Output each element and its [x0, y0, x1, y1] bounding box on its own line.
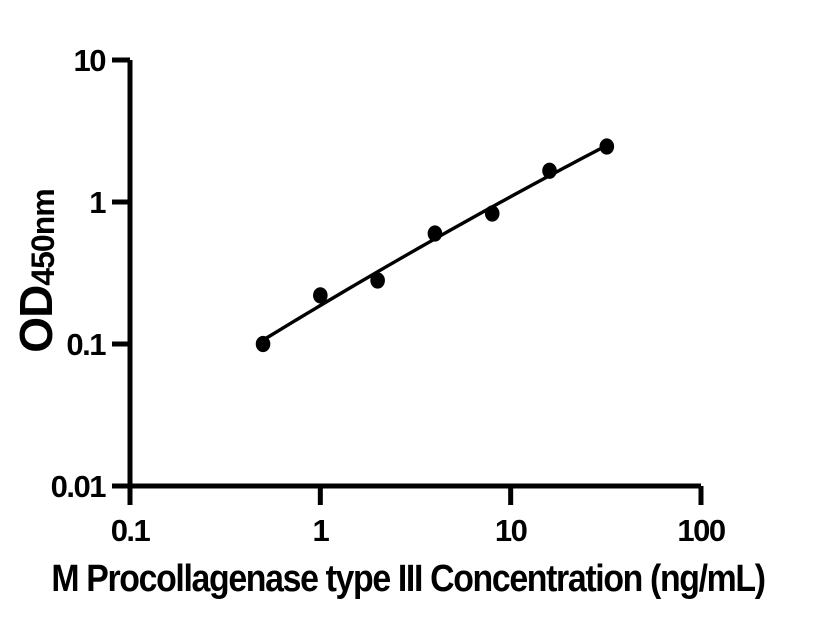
x-tick-label: 100 — [677, 513, 724, 548]
data-point — [484, 205, 500, 222]
x-tick-label: 1 — [312, 513, 329, 548]
y-tick-label: 1 — [89, 185, 106, 220]
y-tick-label: 0.01 — [51, 469, 107, 504]
x-tick-label: 10 — [495, 513, 527, 548]
y-tick-label: 0.1 — [66, 327, 106, 362]
data-point — [313, 287, 328, 304]
data-point — [542, 162, 557, 179]
y-axis-title: OD450nm — [10, 189, 62, 353]
data-point — [370, 272, 385, 289]
data-point — [427, 225, 443, 242]
y-axis-title-main: OD — [10, 285, 62, 353]
data-point — [255, 335, 271, 353]
y-axis-title-subscript: 450nm — [25, 189, 61, 286]
y-tick-label: 10 — [74, 43, 106, 78]
data-point — [599, 138, 615, 155]
x-tick-label: 0.1 — [111, 513, 151, 548]
x-axis-title: M Procollagenase type III Concentration … — [51, 558, 766, 600]
axis-spine — [127, 60, 701, 489]
